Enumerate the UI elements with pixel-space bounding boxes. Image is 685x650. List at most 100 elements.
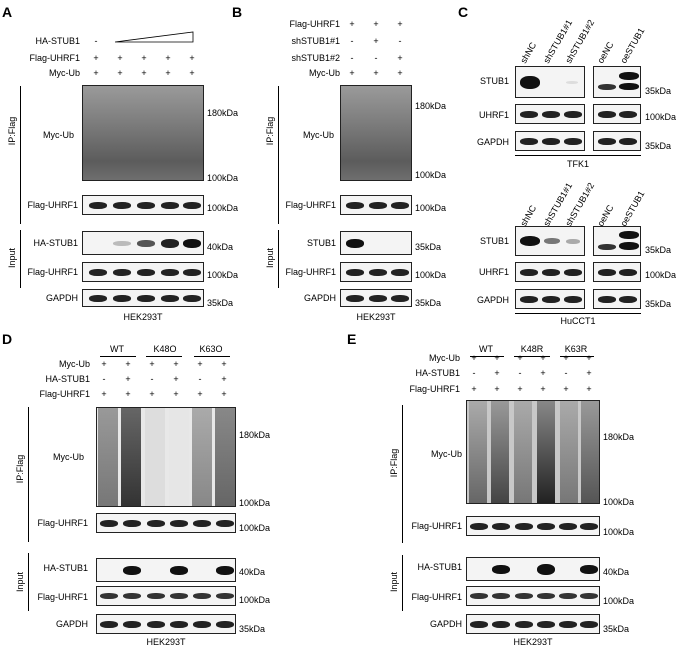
sign: + — [189, 53, 195, 63]
marker-40kda: 40kDa — [603, 567, 630, 577]
cell-line-label-tfk1: TFK1 — [566, 159, 589, 169]
blot-myc-ub — [340, 85, 412, 181]
sign: + — [517, 353, 523, 363]
panel-letter-d: D — [2, 331, 13, 347]
sign: + — [189, 68, 195, 78]
sign: + — [141, 68, 147, 78]
marker-100kda: 100kDa — [415, 170, 447, 180]
blot-flag-uhrf1-input — [466, 586, 600, 606]
group-label-k48o: K48O — [153, 344, 177, 354]
blot-label-uhrf1: UHRF1 — [478, 110, 509, 120]
sign: + — [117, 53, 123, 63]
marker-100kda: 100kDa — [207, 173, 239, 183]
sign: + — [517, 384, 523, 394]
row-label-flag-uhrf1: Flag-UHRF1 — [409, 384, 460, 394]
blot-gapdh-oe — [593, 289, 641, 309]
marker-100kda: 100kDa — [239, 498, 271, 508]
row-label-myc-ub: Myc-Ub — [49, 68, 80, 78]
lane-label-oenc: oeNC — [595, 203, 616, 228]
sign: + — [397, 19, 403, 29]
cell-line-label-hucct1: HuCCT1 — [560, 316, 596, 326]
marker-35kda: 35kDa — [603, 624, 630, 634]
blot-gapdh — [82, 289, 204, 307]
sign: + — [173, 389, 179, 399]
row-label-ha-stub1: HA-STUB1 — [35, 36, 80, 46]
blot-myc-ub — [96, 407, 236, 507]
sign: - — [374, 53, 378, 63]
cell-line-label: HEK293T — [356, 312, 396, 322]
lane-label-oestub1: oeSTUB1 — [618, 189, 647, 228]
sign: - — [350, 53, 354, 63]
marker-35kda: 35kDa — [645, 245, 672, 255]
group-label-wt: WT — [110, 344, 124, 354]
sign: + — [125, 374, 131, 384]
blot-flag-uhrf1-input — [96, 586, 236, 606]
marker-40kda: 40kDa — [239, 567, 266, 577]
row-label-shstub1-2: shSTUB1#2 — [291, 53, 340, 63]
row-label-myc-ub: Myc-Ub — [59, 359, 90, 369]
marker-100kda: 100kDa — [207, 270, 239, 280]
sign: + — [165, 68, 171, 78]
row-label-myc-ub: Myc-Ub — [309, 68, 340, 78]
sign: - — [472, 368, 476, 378]
lane-label-oenc: oeNC — [595, 40, 616, 65]
blot-label-myc-ub: Myc-Ub — [431, 449, 462, 459]
blot-stub1-sh — [515, 66, 585, 98]
blot-uhrf1-oe — [593, 104, 641, 124]
sign: - — [564, 368, 568, 378]
sign: + — [586, 353, 592, 363]
blot-gapdh — [340, 289, 412, 307]
blot-label-myc-ub: Myc-Ub — [53, 452, 84, 462]
marker-35kda: 35kDa — [645, 141, 672, 151]
lane-label-shnc: shNC — [518, 40, 539, 65]
marker-35kda: 35kDa — [645, 299, 672, 309]
blot-label-ha-stub1: HA-STUB1 — [33, 238, 78, 248]
marker-100kda: 100kDa — [603, 497, 635, 507]
sign: + — [349, 19, 355, 29]
marker-100kda: 100kDa — [645, 270, 677, 280]
sign: + — [586, 368, 592, 378]
blot-gapdh-oe — [593, 131, 641, 151]
sign: + — [540, 353, 546, 363]
sign: + — [471, 353, 477, 363]
sign: - — [150, 374, 154, 384]
lane-label-oestub1: oeSTUB1 — [618, 26, 647, 66]
marker-100kda: 100kDa — [603, 596, 635, 606]
sign: + — [149, 389, 155, 399]
blot-label-gapdh: GAPDH — [476, 137, 509, 147]
lane-label-shnc: shNC — [518, 203, 539, 228]
panel-letter-b: B — [232, 4, 243, 20]
gradient-wedge — [115, 31, 194, 43]
input-label: Input — [265, 247, 275, 269]
blot-label-stub1: STUB1 — [306, 238, 336, 248]
cell-line-label: HEK293T — [146, 637, 186, 647]
sign: + — [373, 68, 379, 78]
marker-100kda: 100kDa — [415, 203, 447, 213]
blot-label-flag-uhrf1-input: Flag-UHRF1 — [27, 267, 78, 277]
marker-35kda: 35kDa — [415, 242, 442, 252]
sign: - — [94, 36, 98, 46]
blot-label-gapdh: GAPDH — [476, 295, 509, 305]
input-label: Input — [7, 247, 17, 269]
blot-label-myc-ub: Myc-Ub — [303, 130, 334, 140]
sign: - — [398, 36, 402, 46]
sign: + — [471, 384, 477, 394]
blot-label-gapdh: GAPDH — [303, 293, 336, 303]
blot-label-flag-uhrf1: Flag-UHRF1 — [285, 200, 336, 210]
sign: + — [221, 389, 227, 399]
marker-100kda: 100kDa — [603, 527, 635, 537]
panel-letter-a: A — [2, 4, 13, 20]
blot-label-uhrf1: UHRF1 — [478, 267, 509, 277]
marker-100kda: 100kDa — [415, 270, 447, 280]
blot-label-gapdh: GAPDH — [45, 293, 78, 303]
marker-35kda: 35kDa — [645, 86, 672, 96]
sign: - — [198, 374, 202, 384]
sign: + — [494, 384, 500, 394]
blot-stub1 — [340, 231, 412, 255]
blot-flag-uhrf1 — [466, 516, 600, 536]
blot-gapdh — [466, 614, 600, 634]
blot-label-stub1: STUB1 — [479, 236, 509, 246]
group-label-k63r: K63R — [564, 344, 588, 354]
sign: + — [173, 374, 179, 384]
ip-flag-label: IP:Flag — [389, 448, 399, 478]
